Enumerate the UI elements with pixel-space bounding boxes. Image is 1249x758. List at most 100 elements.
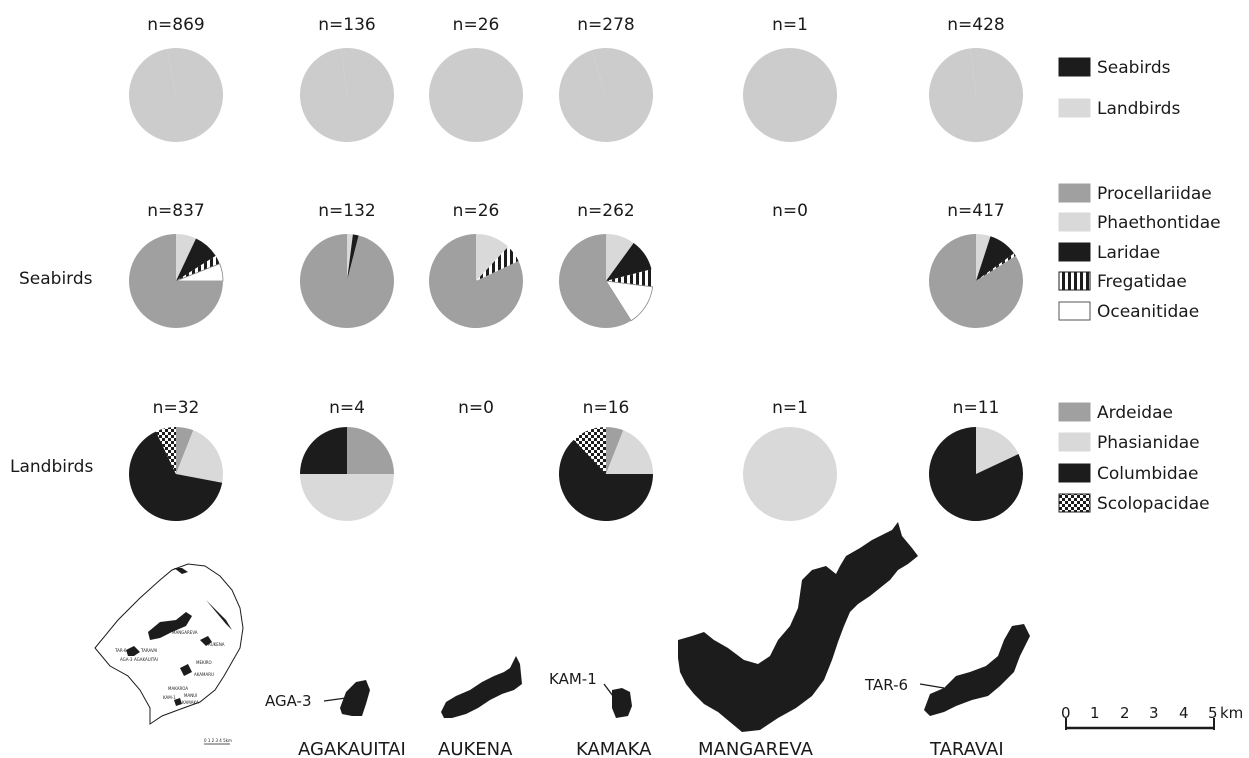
pie-slice-row2-col6-fregatidae [976,253,1016,281]
inset-label-agakauitai: AGAKAUITAI [134,657,158,662]
inset-taravai [126,646,140,656]
inset-label-aga3: AGA-3 [120,657,133,662]
scale-unit-label: km [1220,704,1243,722]
row-label-seabirds: Seabirds [19,269,93,289]
n-label-row3-col5: n=1 [772,398,808,418]
inset-kamaka [174,698,182,706]
inset-lagoon-outline [94,563,244,725]
scale-tick-label-2: 2 [1120,704,1130,722]
n-label-row1-col1: n=869 [147,15,204,35]
inset-aukena [200,636,212,646]
pie-slice-row2-col3-fregatidae [476,246,519,281]
scale-tick-label-0: 0 [1061,704,1071,722]
legend-label-columbidae: Columbidae [1097,464,1199,484]
n-label-row2-col5: n=0 [772,201,808,221]
pie-slice-row3-col4-phasianidae [606,430,653,474]
legend-label-phasianidae: Phasianidae [1097,433,1200,453]
pie-slice-row1-col5-landbirds [743,48,837,142]
pie-charts: n=869 n=136 n=26 n=278 n=1 n=428 n=837 n=132 n=2… [128,15,1024,522]
legend-label-ardeidae: Ardeidae [1097,403,1173,423]
pie-slice-row1-col1-seabirds [128,48,223,142]
legend-swatch-landbirds [1058,98,1091,118]
pie-slice-row1-col6-landbirds [970,48,976,95]
island-shape-agakauitai [340,680,370,716]
n-label-row2-col6: n=417 [947,201,1004,221]
scale-tick-label-5: 5 [1208,704,1218,722]
legend-row-2: Procellariidae Phaethontidae Laridae Fre… [1058,183,1221,322]
scale-bar: 0 1 2 3 4 5 km [1061,704,1243,730]
inset-akamaru [180,664,192,676]
legend-swatch-ardeidae [1058,402,1091,422]
legend-label-seabirds: Seabirds [1097,58,1171,78]
legend-label-procellariidae: Procellariidae [1097,184,1212,204]
pie-slice-row3-col1-columbidae [129,431,223,521]
pie-slice-row3-col2-columbidae [300,427,347,474]
inset-label-kamaka: KAMAKA [182,700,199,705]
pie-slice-row1-col1-landbirds [167,48,176,95]
n-label-row1-col5: n=1 [772,15,808,35]
n-label-row3-col3: n=0 [458,398,494,418]
inset-reef-islet [206,600,232,630]
inset-label-taravai: TARAVAI [140,648,157,653]
legend-swatch-scolopacidae [1058,493,1091,513]
scale-tick-label-1: 1 [1090,704,1100,722]
inset-label-aukena: AUKENA [208,642,225,647]
inset-mangareva [148,612,192,640]
leader-line-kam-1 [603,683,617,701]
pie-slice-row3-col4-ardeidae [606,427,624,474]
pie-slice-row3-col5-phasianidae [743,427,837,521]
legend-swatch-fregatidae [1058,271,1091,291]
island-name-agakauitai: AGAKAUITAI [298,739,406,758]
pie-slice-row2-col2-procellariidae [299,233,394,328]
pie-slice-row2-col4-oceanitidae [605,280,654,322]
island-shape-mangareva [678,522,918,732]
legend-swatch-procellariidae [1058,183,1091,203]
pie-slice-row2-col1-procellariidae [129,234,223,328]
pie-slice-row3-col1-phasianidae [176,430,224,483]
pie-slice-row3-col6-phasianidae [976,426,1019,474]
legend-swatch-laridae [1058,242,1091,262]
inset-north-islet [174,568,188,574]
n-label-row1-col6: n=428 [947,15,1004,35]
leader-line-aga-3 [323,697,347,702]
pie-slice-row2-col2-phaethontidae [347,234,353,281]
pie-slice-row3-col2-phasianidae [300,474,394,521]
island-name-aukena: AUKENA [438,739,513,758]
legend-row-3: Ardeidae Phasianidae Columbidae Scolopac… [1058,402,1210,514]
legend-swatch-columbidae [1058,463,1091,483]
site-label-kam-1: KAM-1 [549,670,597,688]
pie-slice-row2-col1-oceanitidae [175,263,224,282]
pie-slice-row2-col1-phaethontidae [176,234,197,281]
pie-slice-row3-col1-ardeidae [176,427,194,474]
row-label-landbirds: Landbirds [10,457,93,477]
pie-slice-row1-col4-landbirds [591,48,606,95]
inset-label-makaroa: MAKAROA [168,686,188,691]
n-label-row3-col4: n=16 [583,398,630,418]
pie-slice-row2-col6-laridae [976,236,1015,281]
scale-tick-label-3: 3 [1149,704,1159,722]
scale-tick-label-4: 4 [1179,704,1189,722]
pie-slice-row2-col4-fregatidae [606,269,653,287]
pie-slice-row1-col2-landbirds [341,48,347,95]
island-maps [340,522,1030,732]
inset-label-kam1: KAM-1 [163,695,176,700]
leader-line-tar-6 [919,683,945,689]
legend-label-laridae: Laridae [1097,243,1160,263]
inset-label-mekiro: MEKIRO [196,660,212,665]
n-label-row3-col2: n=4 [329,398,365,418]
inset-label-mangareva: MANGAREVA [172,630,198,635]
n-label-row2-col4: n=262 [577,201,634,221]
pie-slice-row2-col3-phaethontidae [476,234,509,281]
inset-label-akamaru: AKAMARU [194,672,214,677]
pie-slice-row3-col4-scolopacidae [573,427,606,474]
n-label-row2-col1: n=837 [147,201,204,221]
legend-swatch-phasianidae [1058,432,1091,452]
pie-slice-row1-col2-seabirds [299,48,394,142]
island-name-mangareva: MANGAREVA [698,739,814,758]
pie-slice-row2-col6-procellariidae [928,234,1023,328]
pie-slice-row3-col6-columbidae [929,427,1024,521]
site-label-tar-6: TAR-6 [864,676,908,694]
inset-label-manui: MANUI [184,693,197,698]
island-shape-taravai [924,624,1030,716]
